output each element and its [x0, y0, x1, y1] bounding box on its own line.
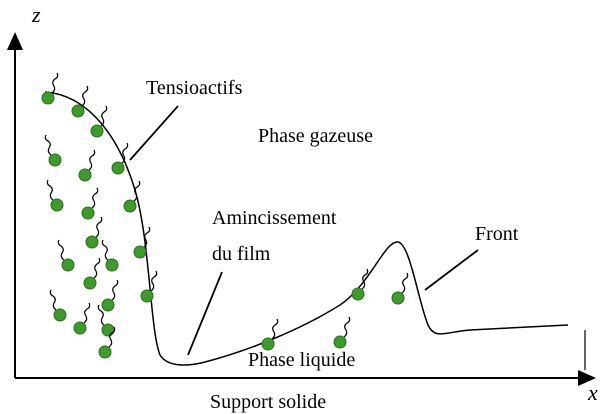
surfactant-head: [111, 161, 125, 175]
surfactant-head: [41, 91, 55, 105]
leader-line: [187, 271, 223, 356]
surfactant-tail: [51, 72, 59, 94]
surfactant-head: [53, 308, 67, 322]
support-label: Support solide: [210, 391, 326, 413]
surfactant-tail: [44, 134, 52, 156]
surfactant-head: [105, 258, 119, 272]
surfactant-head: [123, 199, 137, 213]
surfactant-head: [73, 321, 87, 335]
surfactant-tail: [83, 302, 91, 324]
surfactant-tail: [95, 216, 103, 238]
surfactant-tail: [271, 318, 279, 340]
surfactant-head: [101, 298, 115, 312]
surfactant-tail: [88, 149, 96, 171]
z-label: z: [31, 2, 41, 27]
surfactant-head: [333, 335, 347, 349]
thinning-label: Amincissement: [212, 207, 337, 229]
surfactant-head: [140, 289, 154, 303]
surfactant-tail: [57, 239, 65, 261]
surfactant-tail: [343, 316, 351, 338]
thinning-label: du film: [212, 243, 271, 265]
surfactant-tail: [81, 85, 89, 107]
surfactant-head: [50, 198, 64, 212]
surfactant-tail: [101, 239, 109, 261]
surfactant-tail: [111, 279, 119, 301]
surfactant-tail: [91, 187, 99, 209]
surfactant-head: [78, 168, 92, 182]
surfactant-head: [101, 323, 115, 337]
surfactant-head: [261, 337, 275, 351]
leader-line: [129, 105, 179, 161]
surfactant-tail: [93, 257, 101, 279]
gas-label: Phase gazeuse: [258, 125, 373, 147]
surfactant-head: [90, 124, 104, 138]
liquid-label: Phase liquide: [248, 349, 355, 371]
surfactant-head: [83, 276, 97, 290]
surfactant-head: [61, 258, 75, 272]
surfactant-label: Tensioactifs: [146, 77, 243, 99]
surfactant-tail: [97, 304, 105, 326]
front-label: Front: [475, 223, 519, 245]
surfactants: [41, 72, 409, 359]
surfactant-head: [351, 287, 365, 301]
leader-line: [424, 249, 479, 291]
surfactant-tail: [108, 326, 116, 348]
surfactant-tail: [46, 179, 54, 201]
surfactant-tail: [401, 272, 409, 294]
surfactant-tail: [150, 270, 158, 292]
surfactant-tail: [143, 226, 151, 248]
surfactant-head: [98, 345, 112, 359]
surfactant-head: [133, 245, 147, 259]
surfactant-tail: [133, 180, 141, 202]
surfactant-head: [85, 235, 99, 249]
surfactant-head: [71, 104, 85, 118]
surfactant-tail: [361, 268, 369, 290]
x-label: x: [587, 380, 598, 405]
surfactant-tail: [100, 105, 108, 127]
surfactant-head: [391, 291, 405, 305]
surfactant-tail: [121, 142, 129, 164]
surfactant-head: [48, 153, 62, 167]
surfactant-head: [81, 206, 95, 220]
surfactant-tail: [49, 289, 57, 311]
